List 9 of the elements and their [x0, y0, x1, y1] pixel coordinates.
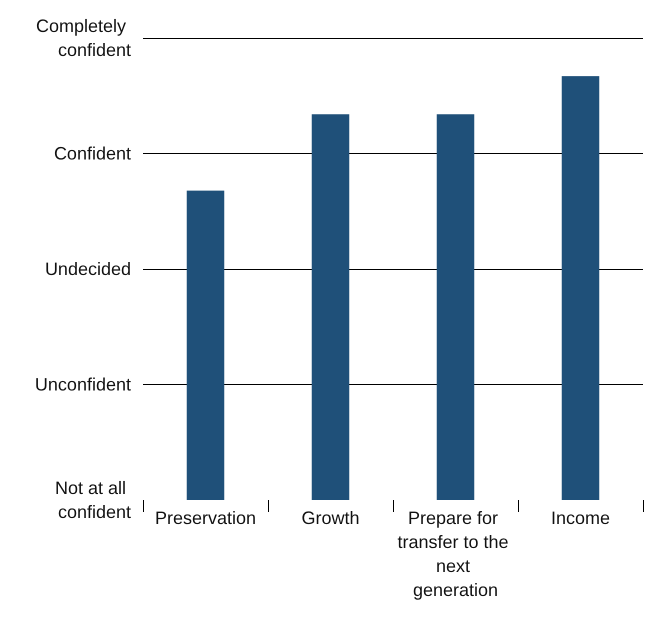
x-tick-label: Growth — [301, 508, 360, 528]
text: Confident — [54, 144, 131, 164]
x-tick-label: Prepare for transfer to the next generation — [397, 508, 514, 600]
text: Undecided — [44, 259, 131, 279]
text: Not at all confident — [54, 478, 131, 522]
text: Unconfident — [34, 374, 131, 394]
text: Completely confident — [36, 16, 131, 60]
x-tick-label: Income — [550, 508, 610, 528]
x-tick-label: Preservation — [154, 508, 256, 528]
